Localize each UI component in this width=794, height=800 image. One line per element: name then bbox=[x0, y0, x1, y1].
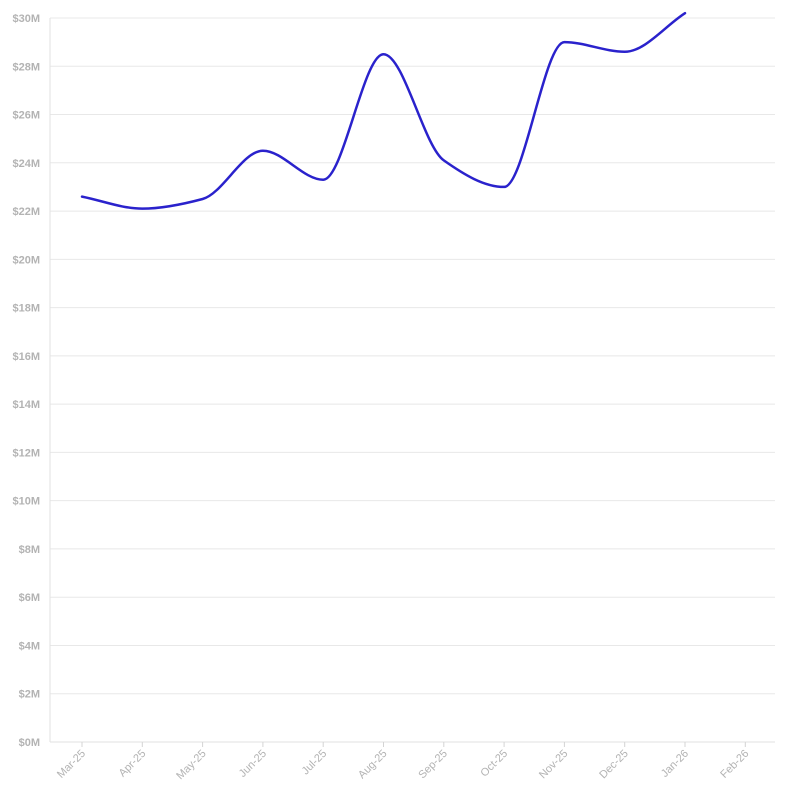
x-tick-label: Jul-25 bbox=[300, 748, 330, 778]
x-tick-label: Oct-25 bbox=[478, 748, 510, 780]
y-tick-label: $14M bbox=[12, 399, 40, 411]
x-tick-label: Nov-25 bbox=[537, 748, 571, 782]
x-tick-label: Aug-25 bbox=[356, 748, 390, 782]
y-tick-label: $18M bbox=[12, 303, 40, 315]
y-tick-label: $2M bbox=[19, 689, 40, 701]
y-tick-label: $28M bbox=[12, 61, 40, 73]
gridlines bbox=[50, 17, 775, 743]
x-tick-label: Jan-26 bbox=[659, 748, 691, 780]
series-layer bbox=[80, 11, 687, 210]
x-tick-label: Mar-25 bbox=[55, 748, 88, 781]
y-tick-label: $30M bbox=[12, 13, 40, 25]
series-line-0 bbox=[80, 11, 687, 210]
x-tick-label: Apr-25 bbox=[117, 748, 149, 780]
x-tick-label: Dec-25 bbox=[597, 748, 631, 782]
y-tick-label: $20M bbox=[12, 254, 40, 266]
axes bbox=[49, 18, 746, 747]
x-tick-label: Sep-25 bbox=[416, 748, 450, 782]
y-tick-label: $22M bbox=[12, 206, 40, 218]
x-tick-label: May-25 bbox=[174, 748, 208, 782]
y-tick-label: $8M bbox=[19, 544, 40, 556]
y-tick-label: $10M bbox=[12, 496, 40, 508]
y-axis-tick-labels: $0M $2M $4M $6M $8M $10M $12M $14M $16M $18M $20M $… bbox=[12, 13, 40, 749]
x-axis-tick-labels: Mar-25 Apr-25 May-25 Jun-25 Jul-25 Aug-25 Sep-… bbox=[55, 748, 751, 782]
y-tick-label: $24M bbox=[12, 158, 40, 170]
y-tick-label: $26M bbox=[12, 110, 40, 122]
y-tick-label: $16M bbox=[12, 351, 40, 363]
y-tick-label: $12M bbox=[12, 447, 40, 459]
y-tick-label: $0M bbox=[19, 737, 40, 749]
x-tick-label: Jun-25 bbox=[237, 748, 269, 780]
x-tick-label: Feb-26 bbox=[718, 748, 751, 781]
y-tick-label: $6M bbox=[19, 592, 40, 604]
y-tick-label: $4M bbox=[19, 640, 40, 652]
